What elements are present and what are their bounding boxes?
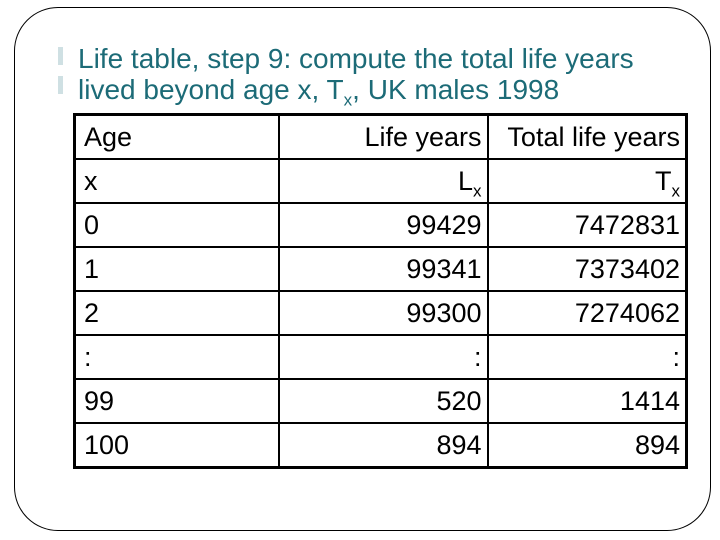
symbol-age: x [73, 158, 280, 204]
cell-life-years: 894 [277, 422, 489, 469]
table-row: 0 99429 7472831 [73, 202, 688, 248]
cell-life-years: : [277, 334, 489, 380]
symbol-total-life-years: Tx [486, 158, 688, 204]
bullet-marker [58, 47, 63, 65]
slide-border [14, 7, 711, 531]
cell-age: 1 [73, 246, 280, 292]
cell-life-years: 99341 [277, 246, 489, 292]
table-header-row: Age Life years Total life years [73, 113, 688, 160]
life-table: Age Life years Total life years x Lx Tx … [73, 113, 688, 469]
table-row: 1 99341 7373402 [73, 246, 688, 292]
title-subscript-x: x [343, 90, 353, 110]
title-line-2-text: lived beyond age x, T [78, 74, 344, 105]
title-line-1: Life table, step 9: compute the total li… [78, 43, 634, 74]
cell-life-years: 99300 [277, 290, 489, 336]
table-symbol-row: x Lx Tx [73, 158, 688, 204]
cell-total-life-years: 7472831 [486, 202, 688, 248]
cell-total-life-years: : [486, 334, 688, 380]
title-line-2-tail: , UK males 1998 [352, 74, 560, 105]
cell-age: : [73, 334, 280, 380]
cell-total-life-years: 7373402 [486, 246, 688, 292]
cell-age: 2 [73, 290, 280, 336]
bullet-marker [58, 76, 63, 94]
table-row: 99 520 1414 [73, 378, 688, 424]
cell-age: 99 [73, 378, 280, 424]
cell-life-years: 520 [277, 378, 489, 424]
cell-total-life-years: 7274062 [486, 290, 688, 336]
symbol-life-years: Lx [277, 158, 489, 204]
cell-total-life-years: 894 [486, 422, 688, 469]
symbol-lx-sub: x [473, 180, 482, 200]
title-line-2: lived beyond age x, Tx, UK males 1998 [78, 74, 678, 109]
cell-life-years: 99429 [277, 202, 489, 248]
table-row: 100 894 894 [73, 422, 688, 469]
slide-title: Life table, step 9: compute the total li… [78, 43, 678, 109]
cell-total-life-years: 1414 [486, 378, 688, 424]
cell-age: 100 [73, 422, 280, 469]
symbol-tx-sub: x [671, 180, 681, 200]
symbol-tx-main: T [655, 165, 672, 196]
table-row-ellipsis: : : : [73, 334, 688, 380]
header-total-life-years: Total life years [486, 113, 688, 160]
cell-age: 0 [73, 202, 280, 248]
header-life-years: Life years [277, 113, 489, 160]
header-age: Age [73, 113, 280, 160]
table-row: 2 99300 7274062 [73, 290, 688, 336]
symbol-lx-main: L [457, 165, 473, 196]
